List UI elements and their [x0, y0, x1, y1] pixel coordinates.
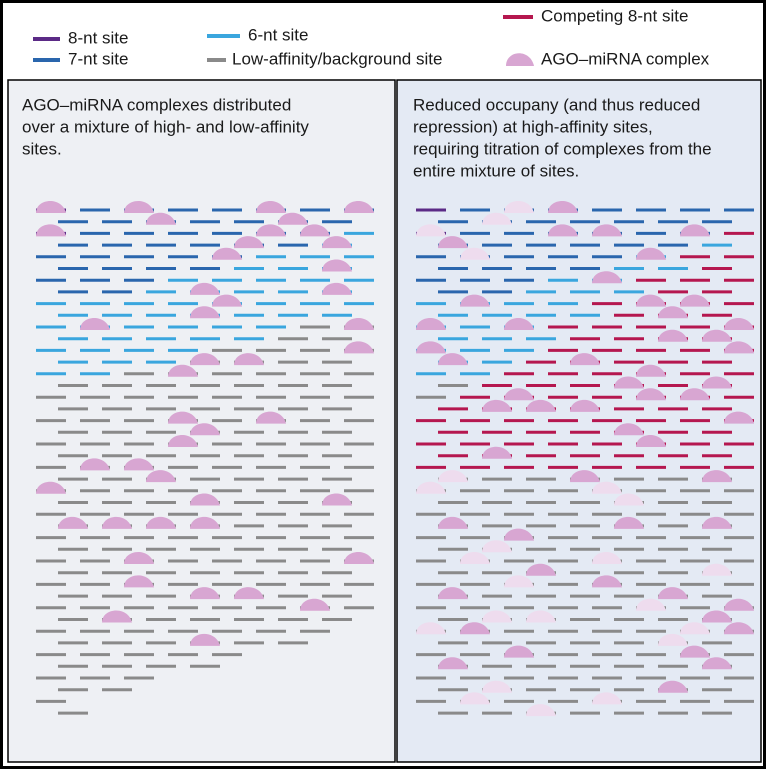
- panel-caption: repression) at high-affinity sites,: [413, 117, 653, 136]
- legend-label: AGO–miRNA complex: [541, 49, 710, 68]
- panel-caption: over a mixture of high- and low-affinity: [22, 117, 309, 136]
- figure: 8-nt site 7-nt site 6-nt site Low-affini…: [0, 0, 766, 769]
- panel-caption: Reduced occupany (and thus reduced: [413, 95, 700, 114]
- legend-label: Competing 8-nt site: [541, 6, 688, 25]
- page: 8-nt site 7-nt site 6-nt site Low-affini…: [0, 0, 766, 769]
- panel-caption: AGO–miRNA complexes distributed: [22, 95, 291, 114]
- legend-label: 7-nt site: [68, 49, 128, 68]
- legend-label: 6-nt site: [248, 25, 308, 44]
- panel-caption: sites.: [22, 139, 62, 158]
- panel-caption: requiring titration of complexes from th…: [413, 139, 712, 158]
- legend-label: Low-affinity/background site: [232, 49, 442, 68]
- left-panel: [8, 80, 395, 762]
- legend-label: 8-nt site: [68, 28, 128, 47]
- panel-caption: entire mixture of sites.: [413, 161, 579, 180]
